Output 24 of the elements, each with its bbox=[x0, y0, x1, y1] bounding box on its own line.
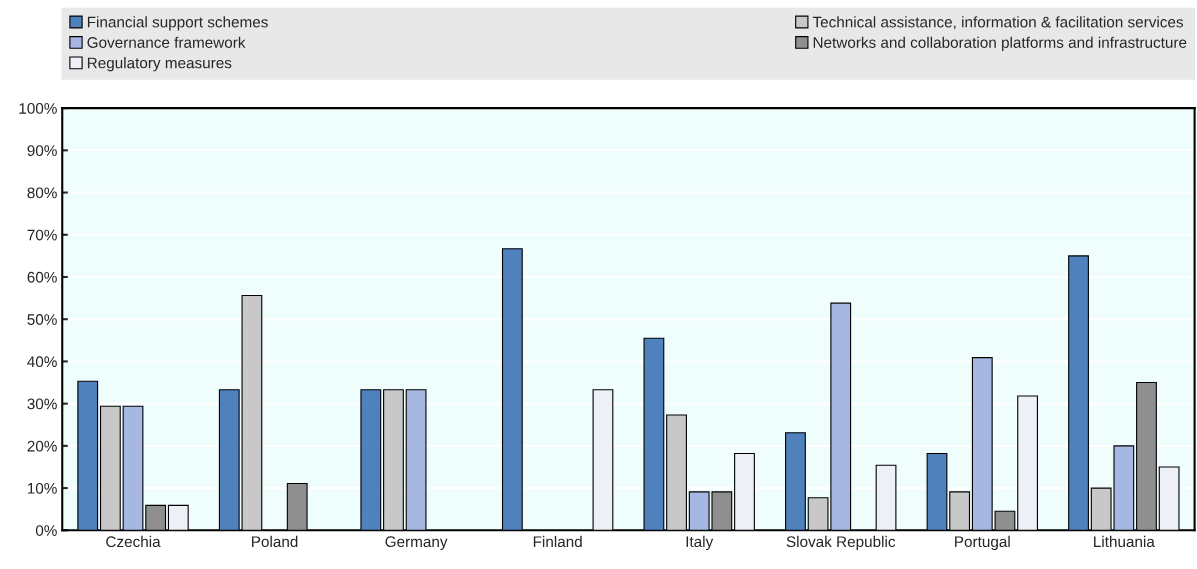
x-tick-label: Poland bbox=[252, 535, 298, 548]
x-tick-label: Slovak Republic bbox=[786, 535, 896, 551]
y-tick-label: 50% bbox=[27, 314, 57, 325]
y-tick-label: 10% bbox=[27, 482, 57, 494]
x-tick-label: Germany bbox=[385, 536, 448, 551]
y-tick-label: 40% bbox=[27, 356, 57, 368]
y-tick-label: 20% bbox=[27, 440, 57, 452]
x-tick-label: Lithuania bbox=[1094, 535, 1155, 548]
x-tick-label: Finland bbox=[533, 535, 582, 548]
x-tick-label: Portugal bbox=[955, 535, 1010, 551]
y-tick-label: 70% bbox=[27, 229, 57, 241]
x-tick-label: Czechia bbox=[106, 535, 161, 548]
x-tick-label: Italy bbox=[686, 535, 714, 551]
y-tick-label: 0% bbox=[35, 525, 57, 536]
y-tick-label: 90% bbox=[27, 145, 57, 157]
y-tick-label: 100% bbox=[19, 102, 57, 114]
legend-label: Networks and collaboration platforms and infrastructure bbox=[813, 36, 1187, 51]
legend-label: Regulatory measures bbox=[87, 57, 232, 72]
y-tick-label: 60% bbox=[27, 271, 57, 283]
y-tick-label: 30% bbox=[27, 398, 57, 410]
legend-label: Technical assistance, information & facilitation services bbox=[812, 16, 1184, 30]
legend-label: Financial support schemes bbox=[87, 16, 268, 31]
legend-label: Governance framework bbox=[87, 36, 246, 48]
y-tick-label: 80% bbox=[27, 187, 57, 199]
